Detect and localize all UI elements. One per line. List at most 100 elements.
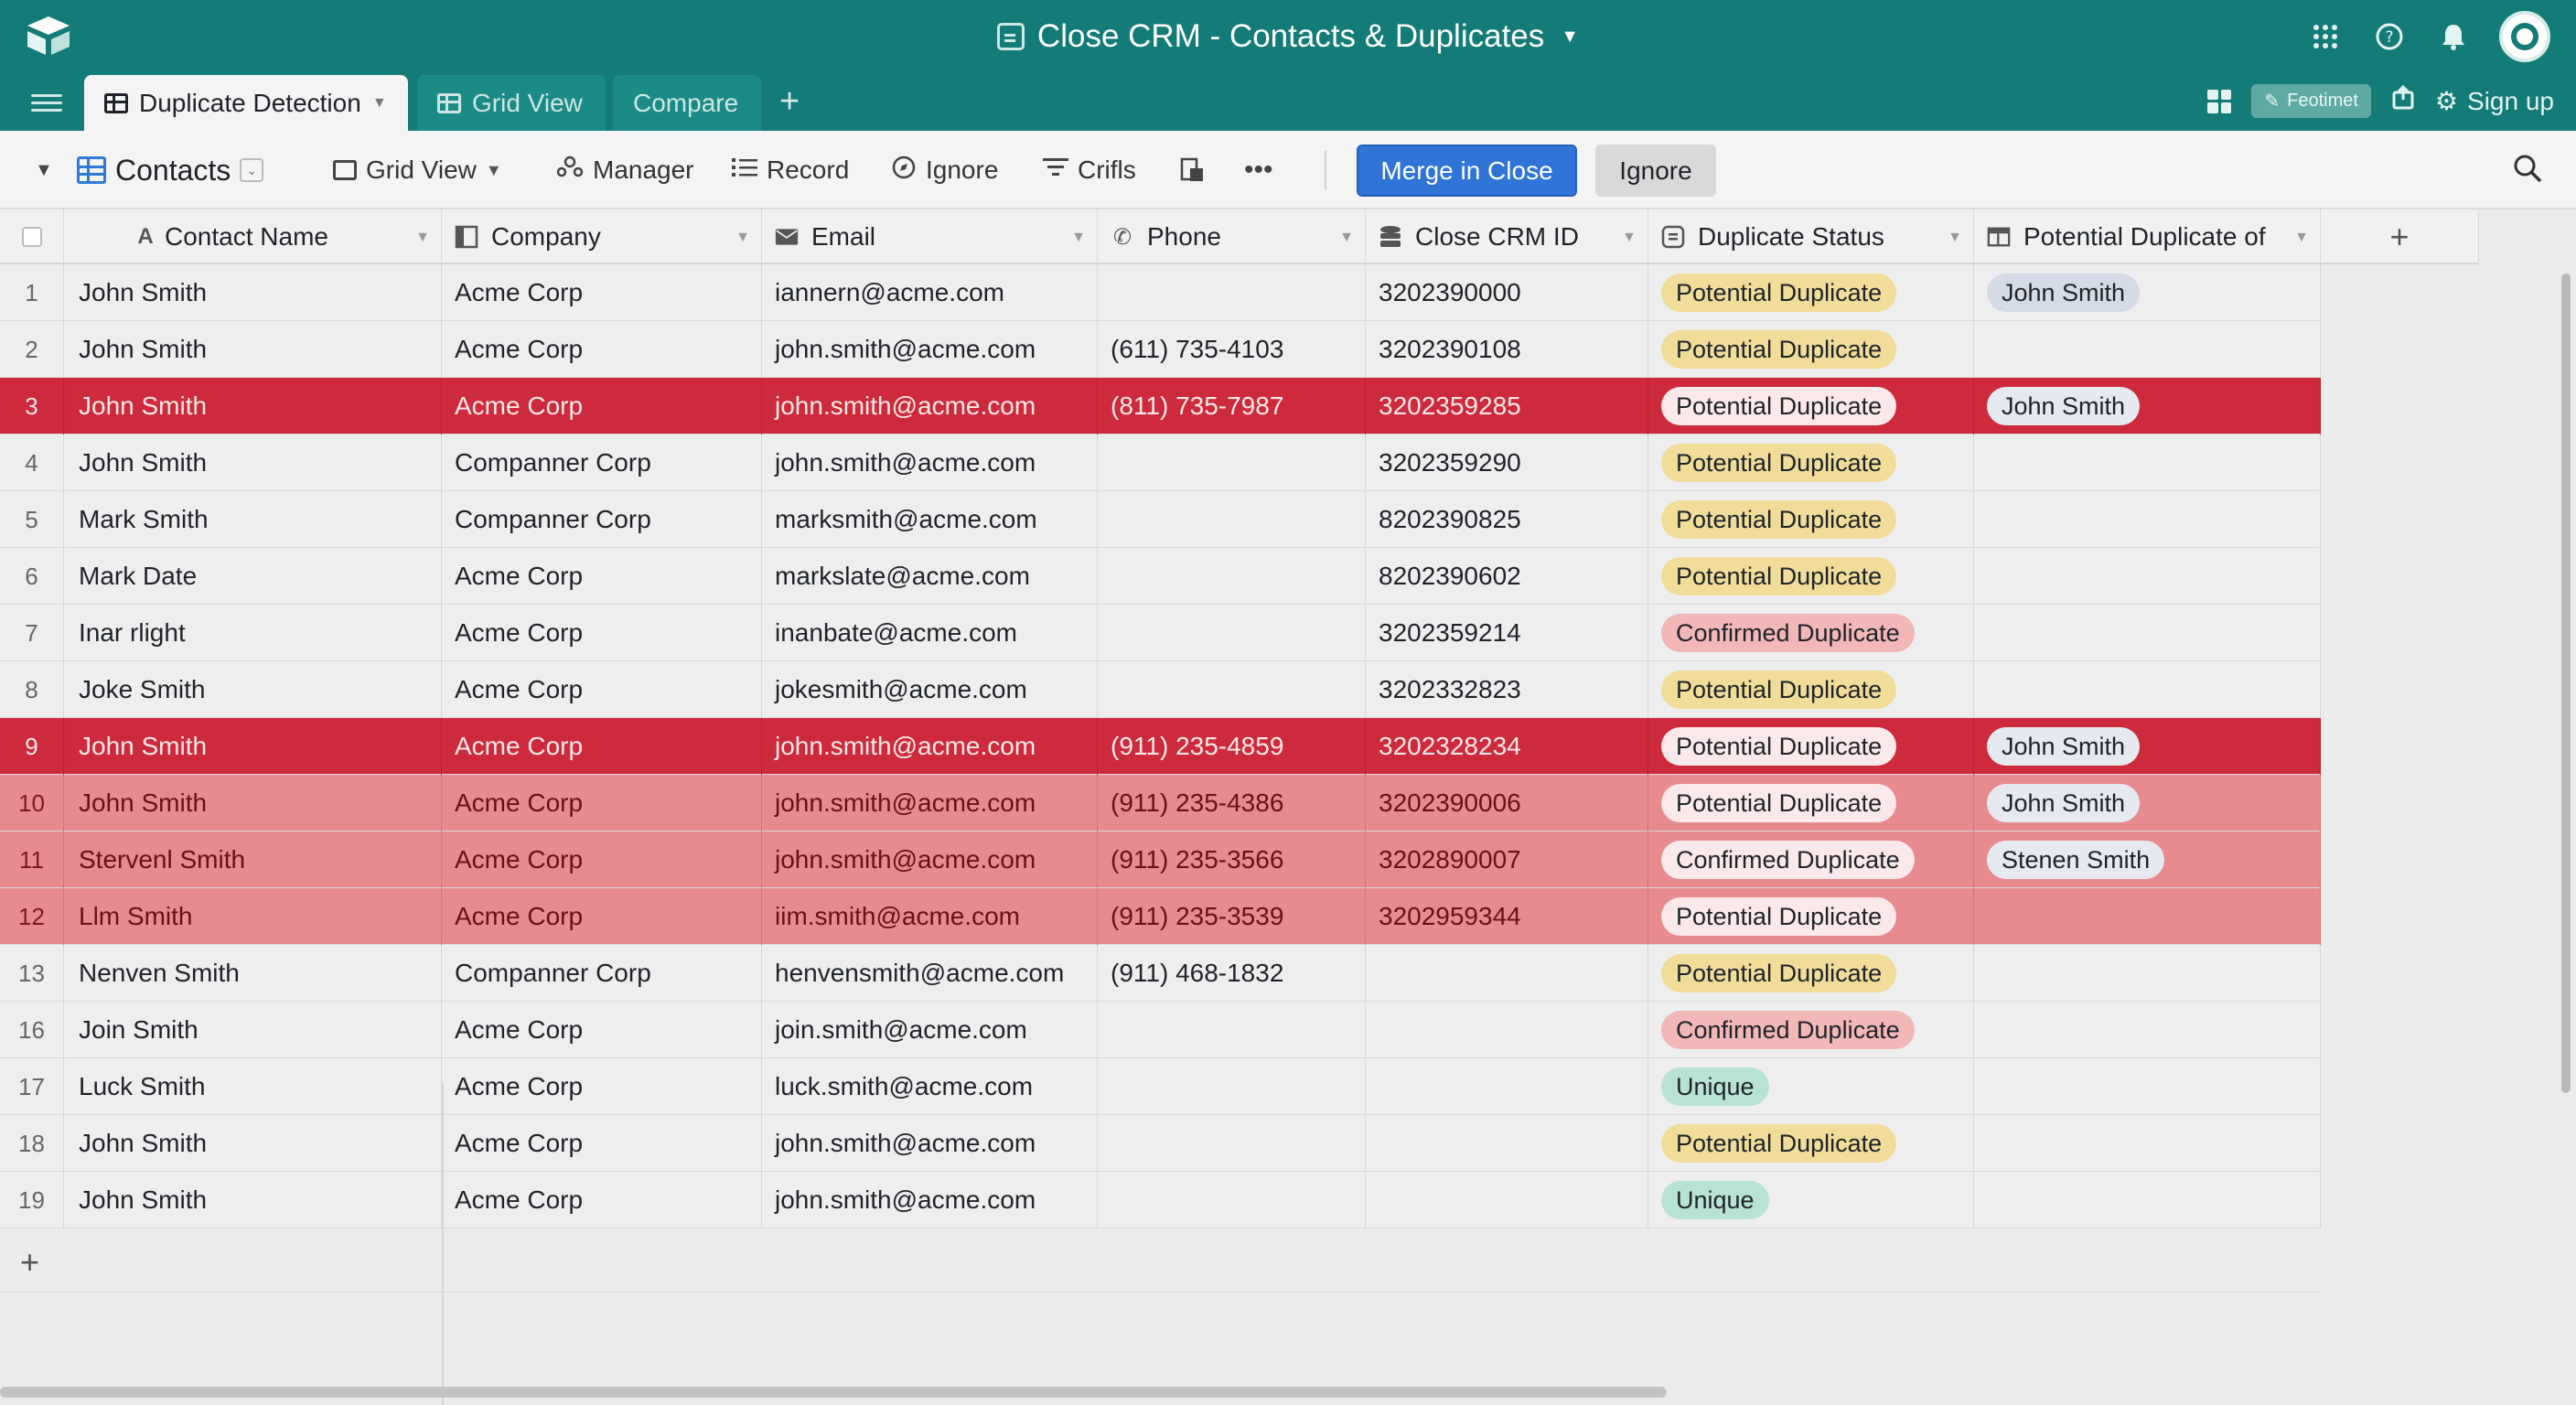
crm-id-cell[interactable]: 3202359214 — [1366, 605, 1648, 661]
table-row[interactable]: 3 John Smith Acme Corp john.smith@acme.com (… — [0, 378, 2321, 434]
crm-id-cell[interactable]: 3202390108 — [1366, 321, 1648, 378]
phone-cell[interactable]: (611) 735-4103 — [1098, 321, 1366, 378]
tab-duplicate-detection[interactable]: Duplicate Detection ▼ — [84, 75, 408, 131]
row-number[interactable]: 18 — [0, 1115, 64, 1172]
row-number[interactable]: 19 — [0, 1172, 64, 1228]
linked-record-chip[interactable]: John Smith — [1987, 387, 2141, 425]
feature-badge[interactable]: ✎ Feotimet — [2251, 84, 2371, 118]
row-number[interactable]: 3 — [0, 378, 64, 434]
potential-duplicate-of-cell[interactable] — [1974, 1172, 2321, 1228]
column-header-company[interactable]: Company ▼ — [442, 209, 762, 264]
crm-id-cell[interactable]: 3202332823 — [1366, 661, 1648, 718]
row-number[interactable]: 7 — [0, 605, 64, 661]
duplicate-status-cell[interactable]: Potential Duplicate — [1648, 321, 1974, 378]
record-button[interactable]: Record — [732, 131, 849, 209]
tab-compare[interactable]: Compare — [613, 75, 761, 131]
duplicate-status-cell[interactable]: Unique — [1648, 1058, 1974, 1115]
phone-cell[interactable]: (911) 235-3566 — [1098, 831, 1366, 888]
potential-duplicate-of-cell[interactable] — [1974, 605, 2321, 661]
phone-cell[interactable] — [1098, 264, 1366, 321]
duplicate-status-cell[interactable]: Potential Duplicate — [1648, 264, 1974, 321]
phone-cell[interactable] — [1098, 434, 1366, 491]
layout-grid-icon[interactable] — [2207, 89, 2232, 113]
crm-id-cell[interactable]: 3202390006 — [1366, 775, 1648, 831]
potential-duplicate-of-cell[interactable] — [1974, 945, 2321, 1002]
add-tab-plus-icon[interactable]: + — [779, 82, 800, 121]
contact-name-cell[interactable]: John Smith — [64, 1172, 442, 1228]
potential-duplicate-of-cell[interactable] — [1974, 548, 2321, 605]
crm-id-cell[interactable]: 3202359290 — [1366, 434, 1648, 491]
email-cell[interactable]: marksmith@acme.com — [762, 491, 1098, 548]
search-icon[interactable] — [2512, 153, 2549, 189]
potential-duplicate-of-cell[interactable] — [1974, 1002, 2321, 1058]
horizontal-scrollbar[interactable] — [0, 1387, 1667, 1398]
contact-name-cell[interactable]: John Smith — [64, 264, 442, 321]
company-cell[interactable]: Acme Corp — [442, 264, 762, 321]
potential-duplicate-of-cell[interactable] — [1974, 321, 2321, 378]
email-cell[interactable]: john.smith@acme.com — [762, 1115, 1098, 1172]
phone-cell[interactable] — [1098, 1172, 1366, 1228]
table-row[interactable]: 9 John Smith Acme Corp john.smith@acme.com (… — [0, 718, 2321, 775]
filter-button[interactable]: Crifls — [1043, 131, 1136, 209]
window-title[interactable]: Close CRM - Contacts & Duplicates ▼ — [0, 13, 2576, 60]
email-cell[interactable]: john.smith@acme.com — [762, 831, 1098, 888]
duplicate-status-cell[interactable]: Confirmed Duplicate — [1648, 1002, 1974, 1058]
crm-id-cell[interactable]: 8202390602 — [1366, 548, 1648, 605]
company-cell[interactable]: Acme Corp — [442, 1172, 762, 1228]
crm-id-cell[interactable] — [1366, 1172, 1648, 1228]
user-avatar[interactable] — [2499, 11, 2550, 62]
vertical-scrollbar[interactable] — [2561, 273, 2571, 1093]
email-cell[interactable]: iim.smith@acme.com — [762, 888, 1098, 945]
linked-record-chip[interactable]: John Smith — [1987, 727, 2141, 766]
table-row[interactable]: 8 Joke Smith Acme Corp jokesmith@acme.com 32… — [0, 661, 2321, 718]
column-header-close-crm-id[interactable]: Close CRM ID ▼ — [1366, 209, 1648, 264]
add-record-plus-icon[interactable]: + — [20, 1243, 40, 1281]
email-cell[interactable]: john.smith@acme.com — [762, 775, 1098, 831]
potential-duplicate-of-cell[interactable]: John Smith — [1974, 718, 2321, 775]
duplicate-status-cell[interactable]: Potential Duplicate — [1648, 548, 1974, 605]
table-row[interactable]: 18 John Smith Acme Corp john.smith@acme.com… — [0, 1115, 2321, 1172]
potential-duplicate-of-cell[interactable] — [1974, 661, 2321, 718]
potential-duplicate-of-cell[interactable]: John Smith — [1974, 264, 2321, 321]
company-cell[interactable]: Acme Corp — [442, 1002, 762, 1058]
column-header-email[interactable]: Email ▼ — [762, 209, 1098, 264]
table-selector[interactable]: Contacts ⌄ — [77, 131, 264, 209]
email-cell[interactable]: iannern@acme.com — [762, 264, 1098, 321]
hamburger-menu-icon[interactable] — [31, 90, 62, 117]
duplicate-status-cell[interactable]: Potential Duplicate — [1648, 1115, 1974, 1172]
email-cell[interactable]: john.smith@acme.com — [762, 321, 1098, 378]
phone-cell[interactable]: (911) 235-4386 — [1098, 775, 1366, 831]
table-row[interactable]: 5 Mark Smith Companner Corp marksmith@acme.… — [0, 491, 2321, 548]
contact-name-cell[interactable]: Llm Smith — [64, 888, 442, 945]
merge-in-close-button[interactable]: Merge in Close — [1357, 145, 1577, 197]
email-cell[interactable]: john.smith@acme.com — [762, 378, 1098, 434]
email-cell[interactable]: luck.smith@acme.com — [762, 1058, 1098, 1115]
potential-duplicate-of-cell[interactable] — [1974, 434, 2321, 491]
column-header-phone[interactable]: ✆ Phone ▼ — [1098, 209, 1366, 264]
company-cell[interactable]: Acme Corp — [442, 1058, 762, 1115]
phone-cell[interactable] — [1098, 605, 1366, 661]
crm-id-cell[interactable]: 3202959344 — [1366, 888, 1648, 945]
duplicate-status-cell[interactable]: Confirmed Duplicate — [1648, 605, 1974, 661]
crm-id-cell[interactable] — [1366, 1115, 1648, 1172]
phone-cell[interactable] — [1098, 1115, 1366, 1172]
contact-name-cell[interactable]: John Smith — [64, 321, 442, 378]
potential-duplicate-of-cell[interactable]: John Smith — [1974, 378, 2321, 434]
company-cell[interactable]: Companner Corp — [442, 945, 762, 1002]
potential-duplicate-of-cell[interactable] — [1974, 888, 2321, 945]
row-number[interactable]: 1 — [0, 264, 64, 321]
crm-id-cell[interactable] — [1366, 1058, 1648, 1115]
select-all-checkbox[interactable] — [0, 209, 64, 264]
help-icon[interactable]: ? — [2371, 18, 2408, 55]
crm-id-cell[interactable]: 3202359285 — [1366, 378, 1648, 434]
company-cell[interactable]: Acme Corp — [442, 718, 762, 775]
sign-up-button[interactable]: ⚙ Sign up — [2435, 86, 2554, 116]
view-switcher[interactable]: Grid View ▼ — [333, 131, 502, 209]
contact-name-cell[interactable]: Mark Date — [64, 548, 442, 605]
row-number[interactable]: 5 — [0, 491, 64, 548]
company-cell[interactable]: Acme Corp — [442, 775, 762, 831]
potential-duplicate-of-cell[interactable]: Stenen Smith — [1974, 831, 2321, 888]
manager-button[interactable]: Manager — [556, 131, 694, 209]
table-row[interactable]: 7 Inar rlight Acme Corp inanbate@acme.com 32… — [0, 605, 2321, 661]
row-number[interactable]: 16 — [0, 1002, 64, 1058]
